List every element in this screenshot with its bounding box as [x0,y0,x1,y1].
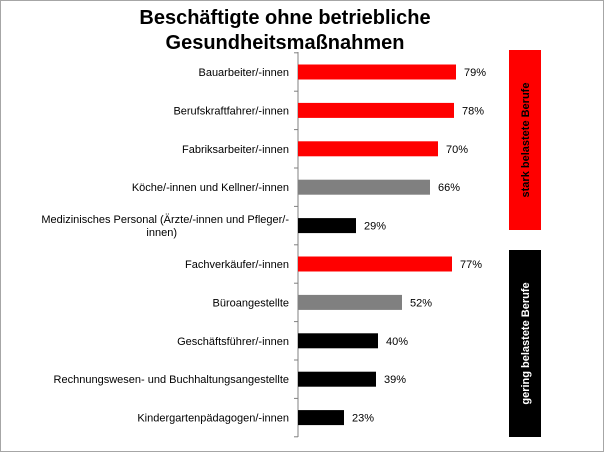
bar [298,64,456,80]
category-label: Rechnungswesen- und Buchhaltungsangestel… [54,374,289,386]
category-label: Geschäftsführer/-innen [177,336,289,348]
bar [298,179,430,195]
bar [298,256,452,272]
value-label: 79% [464,67,486,79]
category-label: Fabriksarbeiter/-innen [182,144,289,156]
group-label: stark belastete Berufe [520,83,532,198]
group-box [509,50,541,230]
category-label: Medizinisches Personal (Ärzte/-innen und… [41,214,289,226]
chart-title-line-2: Gesundheitsmaßnahmen [165,32,405,54]
value-label: 78% [462,105,484,117]
chart-title-line-1: Beschäftigte ohne betriebliche [139,7,431,29]
category-label: innen) [146,227,177,239]
chart-title: Beschäftigte ohne betriebliche Gesundhei… [0,6,570,56]
value-label: 39% [384,374,406,386]
category-label: Bauarbeiter/-innen [198,67,289,79]
value-label: 70% [446,144,468,156]
category-label: Fachverkäufer/-innen [185,259,289,271]
bar [298,333,378,349]
bar [298,371,376,387]
value-label: 23% [352,413,374,425]
bar [298,218,356,234]
value-label: 77% [460,259,482,271]
value-label: 52% [410,297,432,309]
category-label: Kindergartenpädagogen/-innen [137,413,289,425]
group-box [509,250,541,437]
category-label: Berufskraftfahrer/-innen [173,105,289,117]
value-label: 66% [438,182,460,194]
bar [298,102,454,118]
value-label: 29% [364,221,386,233]
bar [298,294,402,310]
group-label: gering belastete Berufe [520,282,532,404]
bar [298,141,438,157]
category-label: Köche/-innen und Kellner/-innen [132,182,289,194]
category-label: Büroangestellte [213,297,289,309]
value-label: 40% [386,336,408,348]
bar [298,410,344,426]
